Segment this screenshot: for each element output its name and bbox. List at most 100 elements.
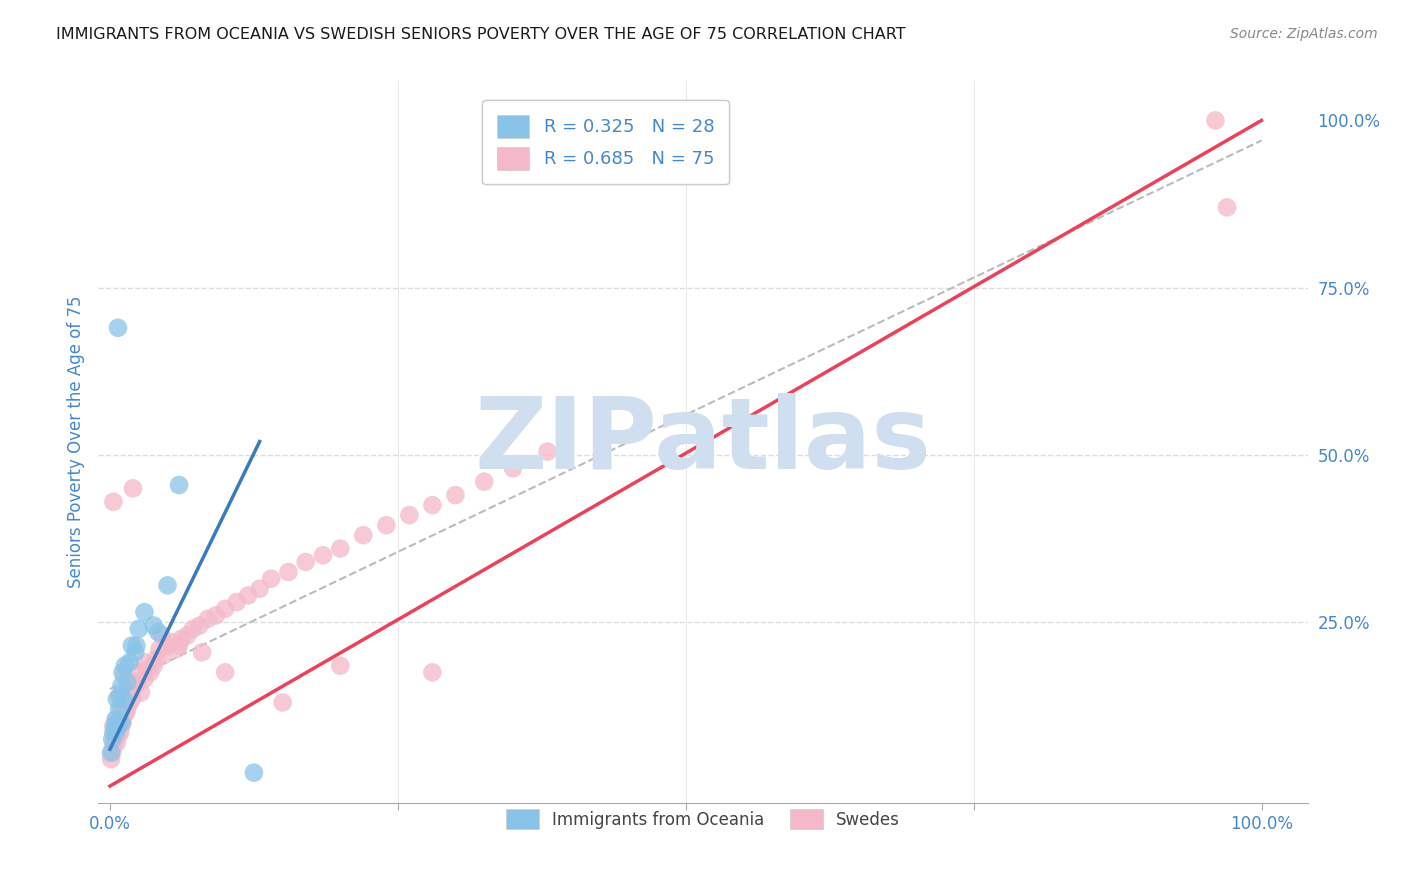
Point [156, 639, 179, 653]
Point [121, 692, 143, 706]
Point [243, 765, 266, 780]
Point [197, 612, 219, 626]
Point [104, 712, 127, 726]
Point [134, 605, 156, 619]
Point [128, 622, 150, 636]
Point [160, 635, 183, 649]
Point [108, 719, 131, 733]
Point [1216, 201, 1239, 215]
Point [110, 702, 132, 716]
Point [107, 729, 129, 743]
Point [260, 572, 283, 586]
Point [134, 655, 156, 669]
Point [135, 662, 157, 676]
Point [422, 498, 444, 512]
Point [352, 528, 374, 542]
Point [142, 618, 165, 632]
Point [156, 578, 179, 592]
Point [103, 725, 125, 739]
Point [104, 729, 127, 743]
Point [103, 719, 125, 733]
Point [129, 685, 152, 699]
Point [205, 608, 228, 623]
Point [118, 655, 141, 669]
Point [111, 665, 134, 680]
Point [114, 696, 136, 710]
Point [101, 732, 124, 747]
Point [271, 696, 294, 710]
Point [167, 478, 190, 492]
Point [114, 658, 136, 673]
Point [100, 752, 122, 766]
Point [103, 719, 125, 733]
Point [312, 548, 335, 563]
Point [122, 482, 145, 496]
Point [166, 642, 188, 657]
Point [122, 682, 145, 697]
Point [422, 665, 444, 680]
Point [150, 628, 173, 642]
Point [104, 725, 127, 739]
Text: ZIPatlas: ZIPatlas [475, 393, 931, 490]
Point [103, 739, 125, 753]
Point [115, 702, 138, 716]
Point [148, 642, 170, 657]
Point [398, 508, 420, 523]
Point [101, 746, 124, 760]
Point [176, 628, 198, 642]
Point [191, 645, 214, 659]
Point [110, 719, 132, 733]
Point [117, 689, 139, 703]
Point [105, 692, 128, 706]
Point [277, 565, 299, 579]
Point [214, 665, 236, 680]
Text: Source: ZipAtlas.com: Source: ZipAtlas.com [1230, 27, 1378, 41]
Point [104, 725, 127, 739]
Point [128, 665, 150, 680]
Point [103, 494, 125, 508]
Y-axis label: Seniors Poverty Over the Age of 75: Seniors Poverty Over the Age of 75 [66, 295, 84, 588]
Point [112, 692, 135, 706]
Point [214, 602, 236, 616]
Point [502, 461, 524, 475]
Point [167, 639, 190, 653]
Point [139, 665, 162, 680]
Point [225, 595, 247, 609]
Point [110, 679, 132, 693]
Point [107, 719, 129, 733]
Point [110, 725, 132, 739]
Point [294, 555, 316, 569]
Point [127, 675, 149, 690]
Point [124, 645, 146, 659]
Point [108, 689, 131, 703]
Point [121, 639, 143, 653]
Point [108, 702, 131, 716]
Point [100, 746, 122, 760]
Point [105, 712, 128, 726]
Point [249, 582, 271, 596]
Point [152, 648, 174, 663]
Point [536, 444, 558, 458]
Point [236, 589, 259, 603]
Text: IMMIGRANTS FROM OCEANIA VS SWEDISH SENIORS POVERTY OVER THE AGE OF 75 CORRELATIO: IMMIGRANTS FROM OCEANIA VS SWEDISH SENIO… [56, 27, 905, 42]
Point [110, 715, 132, 730]
Point [444, 488, 467, 502]
Point [105, 735, 128, 749]
Point [329, 541, 352, 556]
Point [107, 321, 129, 335]
Point [170, 632, 193, 646]
Point [134, 672, 156, 686]
Point [112, 669, 135, 683]
Point [181, 622, 204, 636]
Point [145, 652, 167, 666]
Point [148, 625, 170, 640]
Point [125, 639, 148, 653]
Point [103, 732, 125, 747]
Point [375, 518, 398, 533]
Point [1204, 113, 1226, 128]
Point [329, 658, 352, 673]
Point [118, 696, 141, 710]
Point [142, 658, 165, 673]
Point [115, 706, 138, 720]
Point [115, 675, 138, 690]
